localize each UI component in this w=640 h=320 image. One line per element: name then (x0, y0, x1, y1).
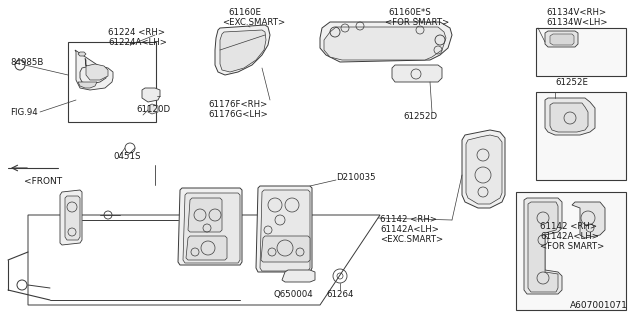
Text: <EXC.SMART>: <EXC.SMART> (222, 18, 285, 27)
Polygon shape (78, 82, 97, 88)
Text: 84985B: 84985B (10, 58, 44, 67)
Polygon shape (545, 98, 595, 135)
Polygon shape (466, 135, 502, 204)
Polygon shape (188, 198, 222, 232)
Text: A607001071: A607001071 (570, 301, 628, 310)
Bar (68, 42, 156, 122)
Polygon shape (550, 34, 574, 45)
Text: 61160E*S: 61160E*S (388, 8, 431, 17)
Polygon shape (183, 193, 240, 263)
Polygon shape (324, 27, 446, 60)
Text: <FOR SMART>: <FOR SMART> (385, 18, 449, 27)
Text: 61134V<RH>: 61134V<RH> (546, 8, 606, 17)
Polygon shape (462, 130, 505, 208)
Polygon shape (65, 196, 80, 240)
Polygon shape (392, 65, 442, 82)
Text: 61264: 61264 (326, 290, 353, 299)
Bar (516, 192, 626, 310)
Polygon shape (78, 52, 86, 56)
Polygon shape (178, 188, 242, 265)
Text: 61120D: 61120D (136, 105, 170, 114)
Text: 61134W<LH>: 61134W<LH> (546, 18, 607, 27)
Text: 61142 <RH>: 61142 <RH> (380, 215, 437, 224)
Polygon shape (261, 236, 310, 262)
Text: 0451S: 0451S (113, 152, 141, 161)
Polygon shape (148, 104, 158, 114)
Text: Q650004: Q650004 (273, 290, 313, 299)
Bar (536, 92, 626, 180)
Polygon shape (215, 25, 270, 75)
Text: 61224A<LH>: 61224A<LH> (108, 38, 167, 47)
Polygon shape (572, 202, 605, 238)
Text: 61252D: 61252D (403, 112, 437, 121)
Text: 61142A<LH>: 61142A<LH> (380, 225, 439, 234)
Text: 61142A<LH>: 61142A<LH> (540, 232, 599, 241)
Text: 61176G<LH>: 61176G<LH> (208, 110, 268, 119)
Text: FIG.94: FIG.94 (10, 108, 38, 117)
Text: D210035: D210035 (336, 173, 376, 182)
Polygon shape (85, 58, 108, 80)
Polygon shape (550, 103, 588, 132)
Polygon shape (282, 270, 315, 282)
Text: 61142 <RH>: 61142 <RH> (540, 222, 597, 231)
Polygon shape (545, 31, 578, 47)
Polygon shape (260, 190, 310, 271)
Bar (536, 28, 626, 76)
Polygon shape (524, 198, 562, 294)
Polygon shape (320, 22, 452, 62)
Text: 61252E: 61252E (555, 78, 588, 87)
Polygon shape (60, 190, 82, 245)
Polygon shape (142, 88, 160, 102)
Polygon shape (75, 50, 113, 90)
Polygon shape (186, 236, 227, 260)
Polygon shape (256, 186, 312, 272)
Polygon shape (528, 202, 558, 292)
Text: <FOR SMART>: <FOR SMART> (540, 242, 604, 251)
Text: 61224 <RH>: 61224 <RH> (108, 28, 165, 37)
Polygon shape (220, 30, 266, 72)
Text: <FRONT: <FRONT (24, 177, 62, 186)
Text: 61160E: 61160E (228, 8, 261, 17)
Text: 61176F<RH>: 61176F<RH> (208, 100, 268, 109)
Text: <EXC.SMART>: <EXC.SMART> (380, 235, 443, 244)
